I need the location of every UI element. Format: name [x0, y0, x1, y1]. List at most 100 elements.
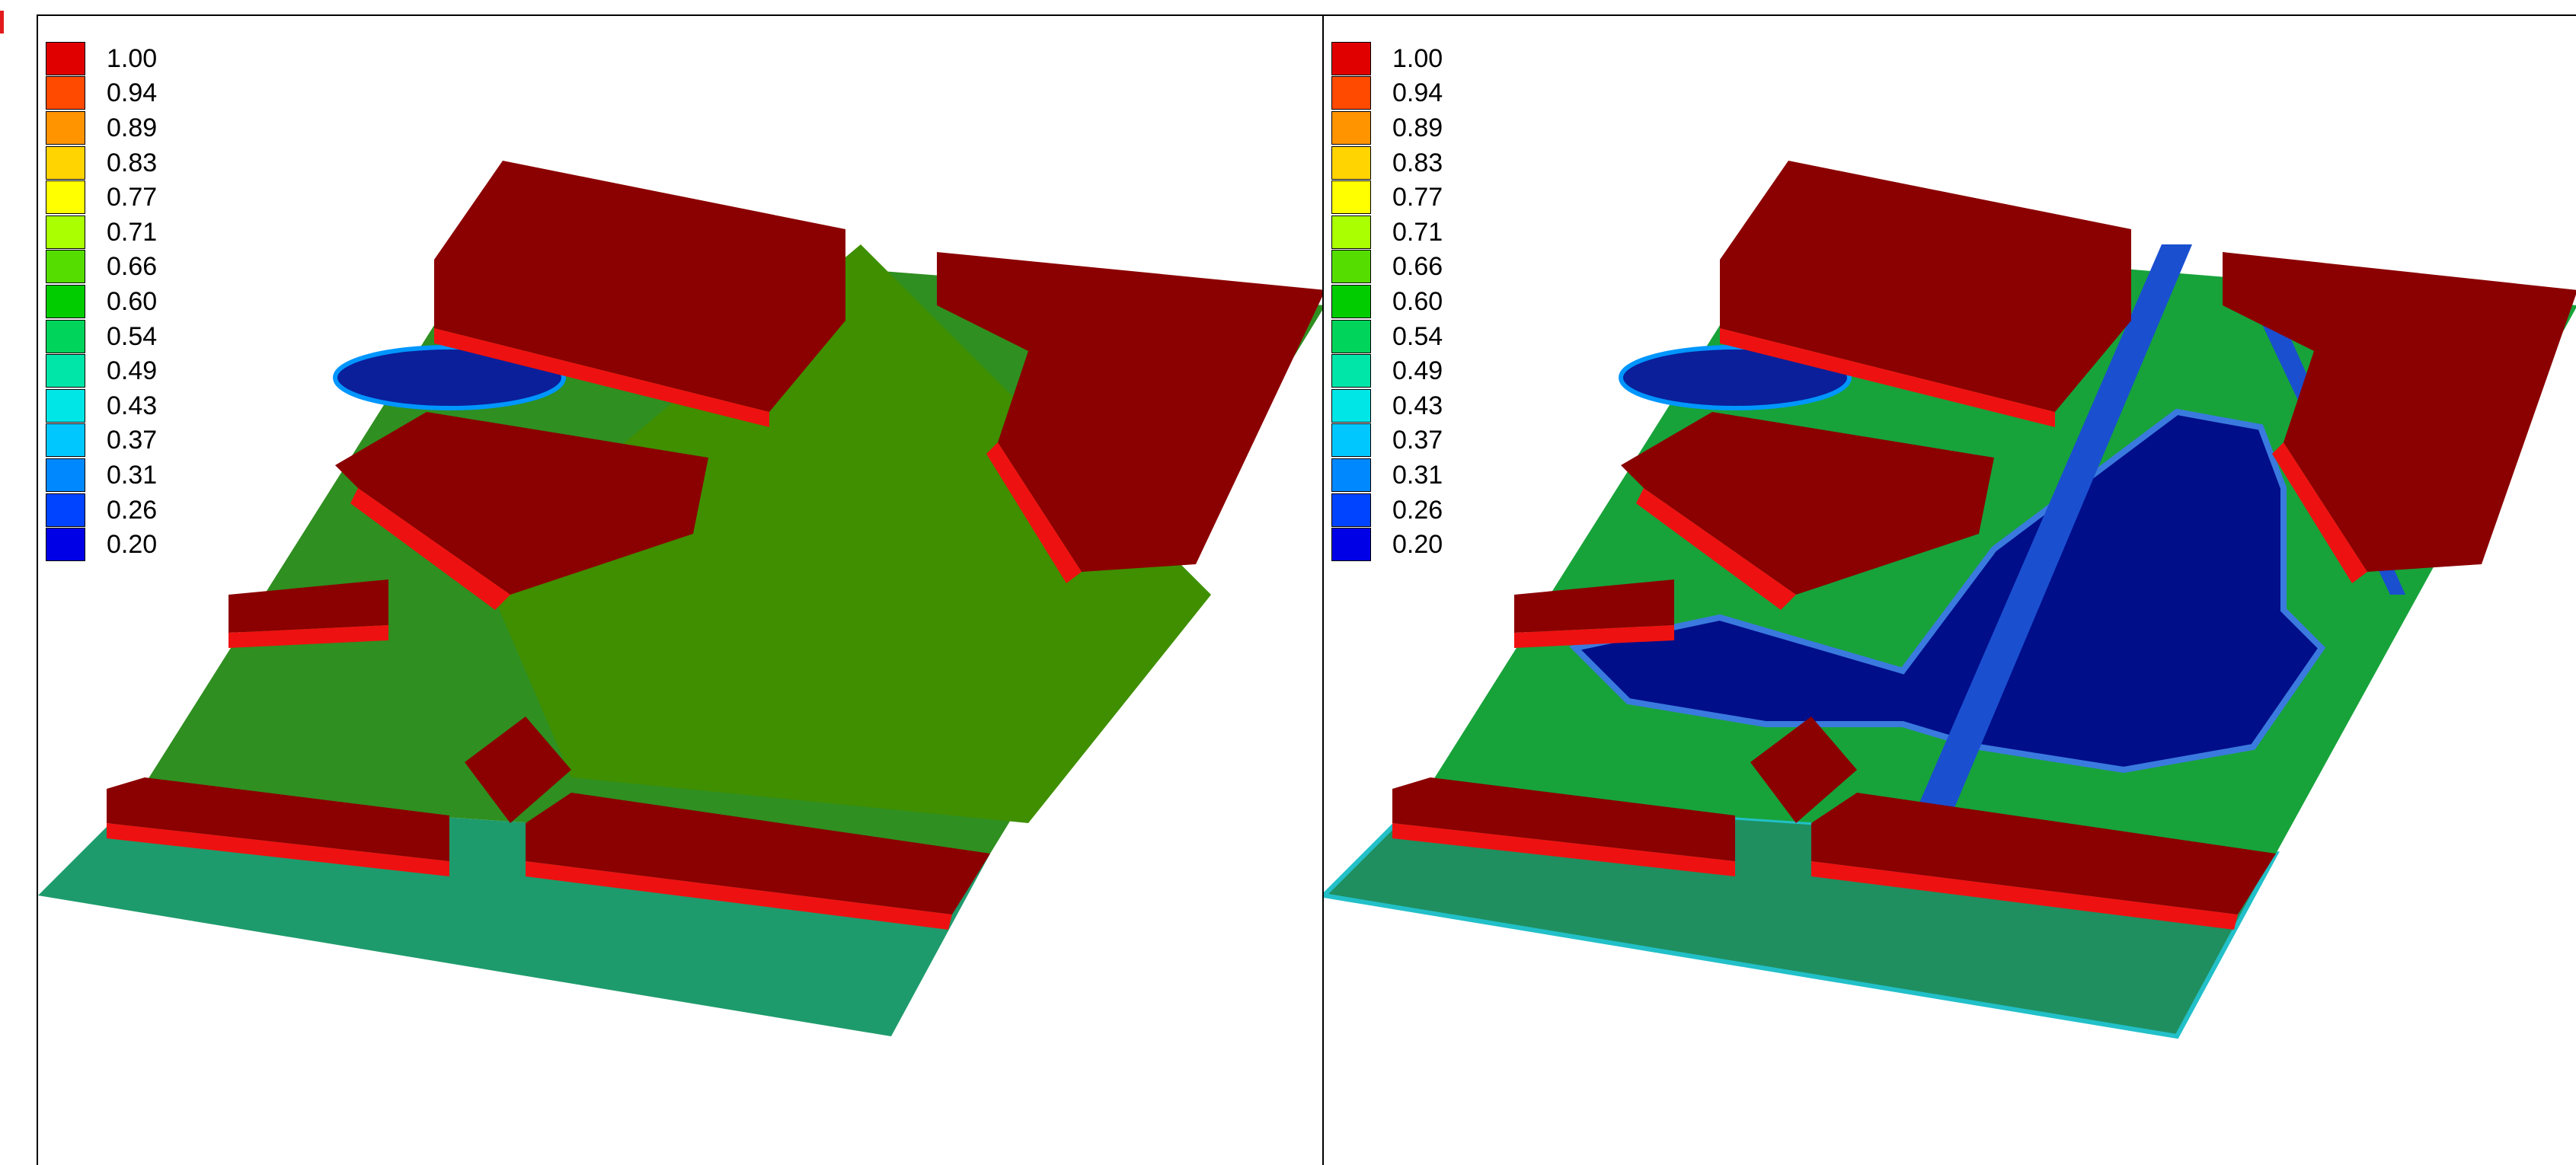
building-block: [1720, 161, 2131, 412]
legend-entry: 1.00: [1331, 41, 1443, 76]
legend-entry: 0.77: [46, 180, 157, 215]
legend-label: 0.83: [1392, 148, 1443, 177]
terrain-scene-right: [1324, 161, 2576, 1039]
legend-label: 1.00: [1392, 43, 1443, 73]
building-block: [1392, 777, 1735, 861]
legend-swatch: [1331, 319, 1371, 353]
legend-swatch: [1331, 354, 1371, 388]
legend-label: 0.43: [1392, 391, 1443, 420]
legend-swatch: [1331, 284, 1371, 318]
building-edge: [1636, 488, 1796, 610]
legend-label: 0.37: [1392, 426, 1443, 455]
building-edge: [1720, 328, 2055, 427]
legend-entry: 1.00: [46, 41, 157, 76]
building-block: [1811, 793, 2276, 914]
legend-swatch: [1331, 250, 1371, 284]
legend-entry: 0.37: [1331, 423, 1443, 458]
building-block: [1621, 412, 1994, 595]
legend-swatch: [46, 388, 85, 423]
terrain-scene-left: [38, 161, 1324, 1036]
legend-label: 0.31: [107, 460, 158, 490]
legend-label: 0.94: [107, 78, 158, 108]
legend-swatch: [1331, 215, 1371, 249]
building-edge: [350, 488, 510, 610]
building-edge: [107, 823, 449, 876]
colorbar-legend-right: 1.00 0.94 0.89 0.83 0.77 0.71 0.66 0.60 0.54 0.49…: [1331, 41, 1443, 562]
legend-entry: 0.31: [46, 458, 157, 493]
legend-swatch: [46, 319, 85, 353]
legend-label: 0.60: [107, 286, 158, 316]
legend-label: 0.83: [107, 148, 158, 177]
building-block: [526, 793, 990, 914]
building-block: [937, 252, 1324, 572]
legend-swatch: [46, 284, 85, 318]
legend-entry: 0.26: [46, 493, 157, 528]
legend-entry: 0.89: [46, 110, 157, 145]
legend-label: 0.94: [1392, 78, 1443, 108]
legend-entry: 0.89: [1331, 110, 1443, 145]
legend-entry: 0.20: [1331, 527, 1443, 562]
legend-label: 0.77: [1392, 183, 1443, 212]
building-edge: [986, 442, 1082, 583]
legend-label: 0.49: [107, 356, 158, 386]
legend-label: 0.49: [1392, 356, 1443, 386]
legend-entry: 0.94: [46, 76, 157, 111]
building-block: [2223, 252, 2576, 572]
legend-swatch: [46, 250, 85, 284]
legend-entry: 0.37: [46, 423, 157, 458]
legend-swatch: [46, 180, 85, 215]
building-edge: [1392, 823, 1735, 876]
legend-label: 0.66: [1392, 252, 1443, 282]
legend-label: 0.77: [107, 183, 158, 212]
legend-entry: 0.77: [1331, 180, 1443, 215]
legend-entry: 0.49: [1331, 353, 1443, 388]
legend-label: 0.89: [107, 113, 158, 142]
legend-swatch: [1331, 180, 1371, 215]
legend-label: 0.54: [1392, 321, 1443, 351]
legend-swatch: [46, 145, 85, 180]
building-block: [465, 717, 571, 823]
legend-entry: 0.94: [1331, 76, 1443, 111]
legend-entry: 0.20: [46, 527, 157, 562]
legend-entry: 0.43: [1331, 388, 1443, 423]
building-block: [107, 777, 449, 861]
terrain-center-field: [480, 244, 1211, 823]
legend-entry: 0.60: [46, 284, 157, 319]
legend-entry: 0.43: [46, 388, 157, 423]
legend-label: 0.26: [107, 495, 158, 525]
building-block: [229, 579, 388, 633]
legend-entry: 0.26: [1331, 493, 1443, 528]
legend-entry: 0.54: [46, 319, 157, 354]
legend-swatch: [46, 41, 85, 75]
legend-swatch: [1331, 423, 1371, 458]
legend-entry: 0.71: [46, 215, 157, 250]
building-edge: [1514, 625, 1674, 648]
building-edge: [434, 328, 769, 427]
building-block: [434, 161, 845, 412]
building-block: [335, 412, 708, 595]
legend-swatch: [1331, 110, 1371, 145]
viewport-left[interactable]: 1.00 0.94 0.89 0.83 0.77 0.71 0.66 0.60 0.54 0.49…: [37, 14, 1324, 1165]
channel: [1887, 244, 2192, 876]
legend-swatch: [1331, 458, 1371, 492]
building-edge: [1811, 861, 2238, 930]
legend-swatch: [46, 354, 85, 388]
legend-label: 1.00: [107, 43, 158, 73]
legend-swatch: [1331, 76, 1371, 110]
viewport-right[interactable]: 1.00 0.94 0.89 0.83 0.77 0.71 0.66 0.60 0.54 0.49…: [1322, 14, 2576, 1165]
legend-entry: 0.83: [1331, 145, 1443, 180]
legend-swatch: [46, 215, 85, 249]
legend-entry: 0.71: [1331, 215, 1443, 250]
colorbar-legend-left: 1.00 0.94 0.89 0.83 0.77 0.71 0.66 0.60 0.54 0.49…: [46, 41, 157, 562]
legend-label: 0.60: [1392, 286, 1443, 316]
legend-swatch: [46, 493, 85, 527]
legend-label: 0.26: [1392, 495, 1443, 525]
legend-entry: 0.66: [1331, 250, 1443, 285]
legend-label: 0.37: [107, 426, 158, 455]
legend-swatch: [1331, 493, 1371, 527]
legend-swatch: [46, 110, 85, 145]
flood-water: [1568, 408, 2326, 774]
legend-label: 0.20: [1392, 530, 1443, 560]
legend-swatch: [1331, 388, 1371, 423]
legend-label: 0.89: [1392, 113, 1443, 142]
